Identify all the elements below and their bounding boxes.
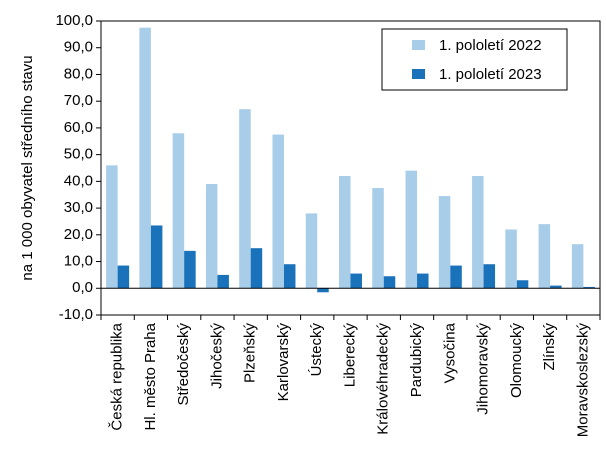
bar-2022-13 bbox=[538, 224, 551, 289]
bar-2022-3 bbox=[205, 184, 218, 289]
category-label: Karlovarský bbox=[275, 323, 292, 402]
bars-group bbox=[106, 27, 595, 293]
category-labels: Česká republika Hl. město Praha Středočesk… bbox=[100, 315, 601, 438]
category-label: Moravskoslezský bbox=[574, 323, 591, 438]
bar-2022-12 bbox=[505, 229, 517, 289]
bar-2023-11 bbox=[483, 264, 496, 289]
legend-label-2023: 1. pololetí 2023 bbox=[439, 66, 542, 83]
category-label: Pardubický bbox=[408, 323, 425, 398]
bar-2023-4 bbox=[250, 248, 263, 289]
legend-swatch-2023 bbox=[412, 69, 425, 79]
bar-2022-10 bbox=[438, 196, 451, 289]
bar-2023-0 bbox=[117, 265, 130, 289]
y-axis-label: na 1 000 obyvatel středního stavu bbox=[19, 55, 36, 280]
bar-2023-3 bbox=[217, 274, 229, 289]
bar-2023-9 bbox=[417, 273, 429, 289]
y-tick-label: 20,0 bbox=[64, 226, 93, 243]
bar-2022-6 bbox=[305, 213, 318, 289]
bar-2022-14 bbox=[571, 244, 584, 289]
bar-2023-12 bbox=[516, 280, 529, 289]
bar-2022-11 bbox=[472, 176, 484, 289]
category-label: Středočeský bbox=[175, 323, 192, 406]
legend-swatch-2022 bbox=[412, 40, 425, 50]
category-label: Jihočeský bbox=[208, 323, 225, 389]
category-label: Zlínský bbox=[541, 323, 558, 371]
legend-label-2022: 1. pololetí 2022 bbox=[439, 37, 542, 54]
y-tick-label: 100,0 bbox=[55, 12, 93, 29]
category-label: Česká republika bbox=[109, 322, 126, 430]
y-tick-label: -10,0 bbox=[59, 306, 93, 323]
bar-2023-2 bbox=[184, 250, 196, 289]
y-tick-label: 40,0 bbox=[64, 172, 93, 189]
category-label: Liberecký bbox=[341, 323, 358, 388]
bar-2022-4 bbox=[239, 109, 251, 289]
category-label: Ústecký bbox=[308, 323, 325, 377]
bar-2023-1 bbox=[150, 225, 163, 289]
bar-2023-6 bbox=[317, 288, 329, 293]
category-label: Hl. město Praha bbox=[142, 322, 159, 430]
y-tick-label: 0,0 bbox=[72, 279, 93, 296]
bar-2023-13 bbox=[550, 285, 562, 289]
bar-2023-7 bbox=[350, 273, 362, 289]
category-label: Plzeňský bbox=[242, 323, 259, 384]
category-label: Vysočina bbox=[441, 322, 458, 383]
y-tick-label: 90,0 bbox=[64, 39, 93, 56]
y-tick-label: 10,0 bbox=[64, 253, 93, 270]
bar-2022-7 bbox=[339, 176, 351, 289]
bar-2023-8 bbox=[383, 276, 396, 289]
bar-2023-10 bbox=[450, 265, 462, 289]
plot-area-border bbox=[100, 20, 601, 316]
bar-2022-5 bbox=[272, 134, 284, 289]
y-tick-label: 60,0 bbox=[64, 119, 93, 136]
y-tick-label: 80,0 bbox=[64, 65, 93, 82]
y-axis-label-group: na 1 000 obyvatel středního stavu bbox=[19, 55, 36, 280]
category-label: Jihomoravský bbox=[475, 323, 492, 415]
bar-2023-5 bbox=[283, 264, 296, 289]
legend-box bbox=[381, 28, 568, 91]
bar-2022-9 bbox=[405, 170, 418, 289]
y-tick-label: 50,0 bbox=[64, 146, 93, 163]
category-label: Olomoucký bbox=[508, 323, 525, 399]
legend: 1. pololetí 2022 1. pololetí 2023 bbox=[381, 28, 568, 91]
y-tick-label: 30,0 bbox=[64, 199, 93, 216]
y-axis-ticks: -10,0 0,0 10,0 20,0 30,0 40,0 50,0 60,0 70,0 80,0… bbox=[55, 12, 101, 323]
bar-2022-1 bbox=[139, 27, 151, 289]
bar-2023-14 bbox=[583, 286, 595, 289]
y-tick-label: 70,0 bbox=[64, 92, 93, 109]
bar-2022-2 bbox=[172, 133, 185, 289]
bar-2022-0 bbox=[106, 165, 118, 289]
bar-2022-8 bbox=[372, 188, 384, 289]
category-label: Královéhradecký bbox=[375, 323, 392, 435]
